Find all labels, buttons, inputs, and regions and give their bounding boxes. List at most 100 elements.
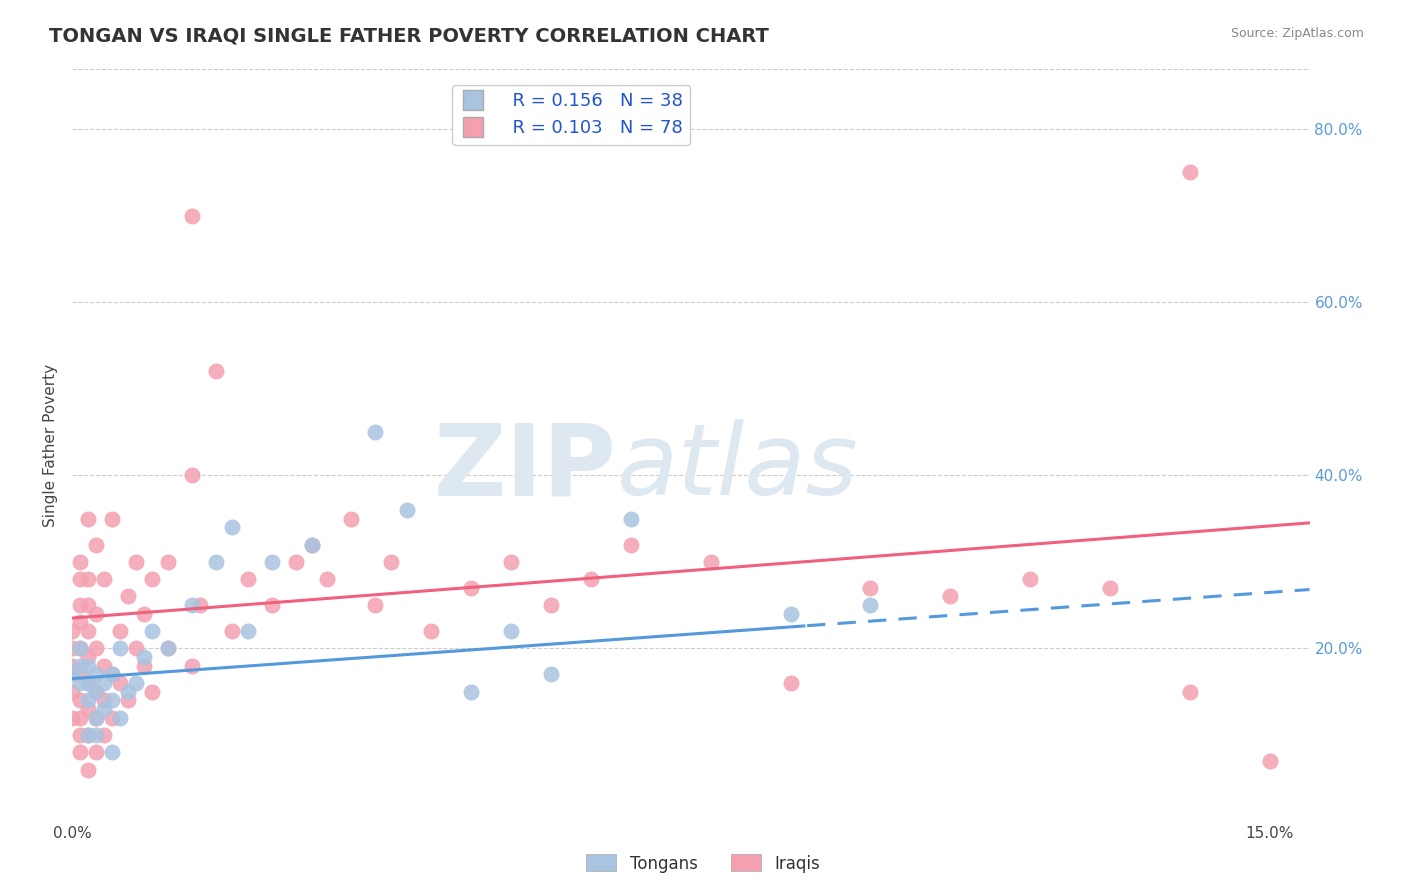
Point — [84, 667, 107, 681]
Point — [69, 728, 91, 742]
Point — [69, 598, 91, 612]
Point — [180, 598, 202, 612]
Point — [236, 624, 259, 638]
Point — [84, 684, 107, 698]
Point — [60, 641, 83, 656]
Point — [77, 572, 100, 586]
Point — [540, 598, 562, 612]
Point — [101, 667, 124, 681]
Point — [101, 745, 124, 759]
Point — [84, 710, 107, 724]
Point — [188, 598, 211, 612]
Point — [236, 572, 259, 586]
Point — [125, 676, 148, 690]
Point — [204, 555, 226, 569]
Point — [60, 684, 83, 698]
Point — [84, 745, 107, 759]
Point — [69, 641, 91, 656]
Point — [69, 615, 91, 630]
Point — [284, 555, 307, 569]
Point — [77, 676, 100, 690]
Point — [141, 572, 163, 586]
Point — [77, 511, 100, 525]
Point — [301, 537, 323, 551]
Point — [93, 693, 115, 707]
Point — [125, 641, 148, 656]
Point — [859, 598, 882, 612]
Point — [156, 641, 179, 656]
Point — [108, 624, 131, 638]
Point — [77, 658, 100, 673]
Point — [117, 590, 139, 604]
Point — [540, 667, 562, 681]
Point — [396, 503, 419, 517]
Point — [260, 555, 283, 569]
Point — [108, 641, 131, 656]
Point — [180, 209, 202, 223]
Point — [69, 710, 91, 724]
Point — [180, 658, 202, 673]
Point — [84, 710, 107, 724]
Point — [156, 641, 179, 656]
Point — [69, 676, 91, 690]
Point — [204, 364, 226, 378]
Point — [60, 667, 83, 681]
Point — [69, 745, 91, 759]
Legend: Tongans, Iraqis: Tongans, Iraqis — [579, 847, 827, 880]
Point — [221, 520, 243, 534]
Point — [69, 555, 91, 569]
Point — [141, 684, 163, 698]
Point — [93, 572, 115, 586]
Point — [125, 555, 148, 569]
Point — [859, 581, 882, 595]
Point — [620, 511, 643, 525]
Point — [301, 537, 323, 551]
Point — [579, 572, 602, 586]
Point — [77, 728, 100, 742]
Point — [84, 728, 107, 742]
Point — [316, 572, 339, 586]
Point — [93, 728, 115, 742]
Point — [77, 702, 100, 716]
Point — [260, 598, 283, 612]
Point — [77, 763, 100, 777]
Point — [108, 676, 131, 690]
Point — [132, 650, 155, 665]
Text: ZIP: ZIP — [433, 419, 616, 516]
Text: TONGAN VS IRAQI SINGLE FATHER POVERTY CORRELATION CHART: TONGAN VS IRAQI SINGLE FATHER POVERTY CO… — [49, 27, 769, 45]
Point — [779, 607, 801, 621]
Point — [101, 710, 124, 724]
Point — [93, 658, 115, 673]
Point — [620, 537, 643, 551]
Point — [60, 624, 83, 638]
Point — [1178, 684, 1201, 698]
Point — [141, 624, 163, 638]
Point — [1098, 581, 1121, 595]
Point — [77, 598, 100, 612]
Point — [364, 598, 387, 612]
Point — [132, 607, 155, 621]
Point — [77, 693, 100, 707]
Point — [156, 555, 179, 569]
Point — [699, 555, 721, 569]
Point — [77, 650, 100, 665]
Legend:   R = 0.156   N = 38,   R = 0.103   N = 78: R = 0.156 N = 38, R = 0.103 N = 78 — [453, 85, 690, 145]
Text: atlas: atlas — [616, 419, 858, 516]
Point — [117, 684, 139, 698]
Point — [340, 511, 363, 525]
Text: Source: ZipAtlas.com: Source: ZipAtlas.com — [1230, 27, 1364, 40]
Point — [117, 693, 139, 707]
Point — [101, 667, 124, 681]
Point — [1178, 165, 1201, 179]
Point — [69, 572, 91, 586]
Point — [108, 710, 131, 724]
Point — [84, 607, 107, 621]
Point — [101, 511, 124, 525]
Point — [77, 676, 100, 690]
Point — [93, 676, 115, 690]
Point — [132, 658, 155, 673]
Point — [779, 676, 801, 690]
Point — [77, 624, 100, 638]
Point — [101, 693, 124, 707]
Point — [1258, 754, 1281, 768]
